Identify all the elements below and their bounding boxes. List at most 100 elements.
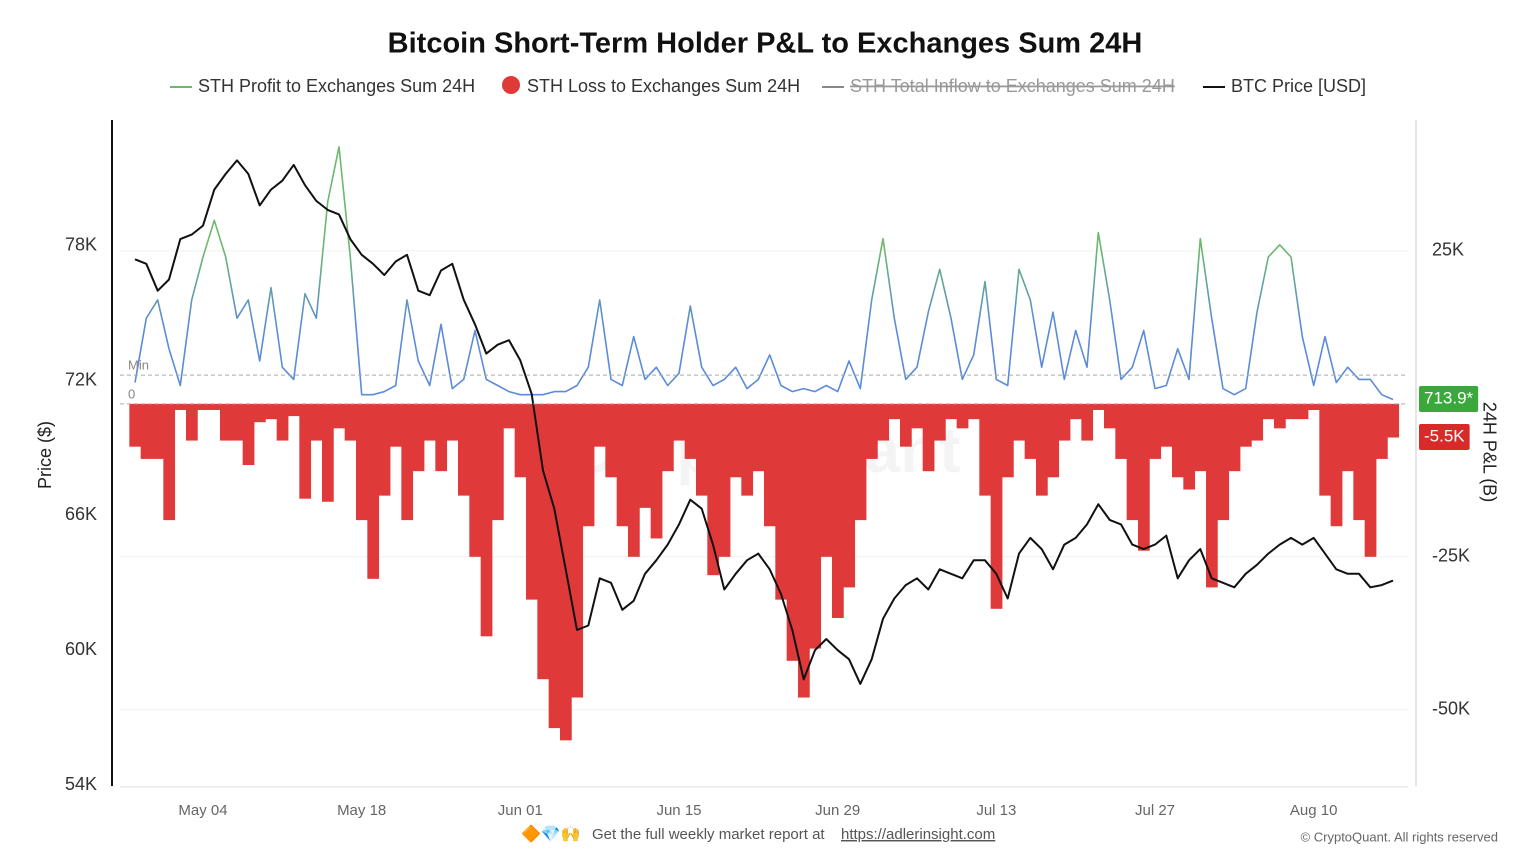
- x-tick-label: Jul 27: [1135, 802, 1175, 819]
- loss-bar: [696, 403, 708, 496]
- y-axis-title: Price ($): [35, 421, 55, 489]
- y-tick-label: 60K: [65, 639, 97, 659]
- loss-bar: [911, 403, 924, 429]
- loss-bar: [1206, 403, 1218, 588]
- loss-bar: [299, 403, 312, 499]
- end-label-box: [1419, 424, 1470, 450]
- loss-bar: [866, 403, 878, 459]
- loss-bar: [163, 403, 176, 521]
- loss-bar: [412, 403, 425, 472]
- loss-bar: [1353, 403, 1366, 521]
- y2-tick-label: -50K: [1432, 699, 1470, 719]
- loss-bar: [186, 403, 198, 441]
- footer-icons: 🔶💎🙌: [521, 824, 581, 843]
- loss-bar: [367, 403, 380, 579]
- legend-swatch: [502, 76, 520, 94]
- footer: 🔶💎🙌 Get the full weekly market report at…: [521, 824, 1498, 844]
- loss-bar: [718, 403, 731, 557]
- loss-bar: [254, 403, 266, 423]
- plot-area: [129, 146, 1400, 741]
- loss-bar: [1296, 403, 1309, 420]
- y2-tick-label: 25K: [1432, 240, 1464, 260]
- x-tick-label: Jun 01: [498, 802, 543, 819]
- loss-bar: [152, 403, 164, 459]
- loss-bar: [435, 403, 448, 472]
- loss-bar: [979, 403, 992, 496]
- loss-bar: [922, 403, 935, 472]
- loss-bar: [1172, 403, 1184, 478]
- end-label-text: 713.9*: [1424, 388, 1474, 407]
- loss-bar: [605, 403, 618, 478]
- end-label: 713.9*: [1419, 386, 1479, 412]
- legend-label[interactable]: STH Profit to Exchanges Sum 24H: [198, 76, 475, 96]
- loss-bar: [1036, 403, 1048, 496]
- loss-bar: [276, 403, 289, 441]
- loss-bar: [990, 403, 1003, 609]
- y2-tick-label: -25K: [1432, 546, 1470, 566]
- loss-bar: [458, 403, 470, 496]
- loss-bar: [424, 403, 436, 441]
- y-tick-label: 78K: [65, 235, 97, 255]
- loss-bar: [1149, 403, 1162, 459]
- loss-bar: [1104, 403, 1116, 429]
- loss-bar: [1070, 403, 1082, 420]
- loss-bar: [571, 403, 584, 698]
- loss-bar: [854, 403, 867, 521]
- loss-bar: [956, 403, 969, 429]
- loss-bar: [1274, 403, 1286, 429]
- loss-bar: [446, 403, 459, 441]
- loss-bar: [548, 403, 561, 729]
- loss-bar: [288, 403, 300, 417]
- loss-bar: [1285, 403, 1298, 420]
- loss-bar: [1319, 403, 1332, 496]
- loss-bar: [639, 403, 652, 508]
- loss-bar: [537, 403, 550, 680]
- loss-bar: [208, 403, 221, 410]
- loss-bar: [662, 403, 674, 472]
- loss-bar: [1330, 403, 1343, 527]
- loss-bar: [650, 403, 663, 539]
- loss-bar: [469, 403, 482, 557]
- loss-bar: [1217, 403, 1230, 521]
- loss-bar: [945, 403, 958, 420]
- legend-label[interactable]: BTC Price [USD]: [1231, 76, 1366, 96]
- loss-bar: [764, 403, 776, 527]
- x-tick-label: May 18: [337, 802, 386, 819]
- profit-line: [134, 146, 1394, 401]
- legend-label[interactable]: STH Loss to Exchanges Sum 24H: [527, 76, 800, 96]
- x-tick-label: Jun 15: [656, 802, 701, 819]
- ref-label: 0: [128, 386, 135, 401]
- loss-bar: [1138, 403, 1150, 551]
- loss-bar: [1262, 403, 1275, 420]
- loss-bar: [968, 403, 980, 420]
- loss-bar: [1002, 403, 1014, 478]
- chart-title: Bitcoin Short-Term Holder P&L to Exchang…: [388, 28, 1143, 60]
- y-tick-label: 66K: [65, 504, 97, 524]
- loss-bar: [356, 403, 368, 521]
- loss-bar: [1058, 403, 1071, 441]
- loss-bar: [322, 403, 334, 502]
- loss-bar: [503, 403, 516, 429]
- footer-link[interactable]: https://adlerinsight.com: [841, 826, 995, 843]
- end-label-text: -5.5K: [1424, 426, 1465, 445]
- loss-bar: [877, 403, 890, 441]
- loss-bar: [820, 403, 833, 557]
- loss-bar: [707, 403, 720, 576]
- loss-bar: [730, 403, 742, 478]
- price-line: [134, 159, 1394, 685]
- legend-label[interactable]: STH Total Inflow to Exchanges Sum 24H: [850, 76, 1175, 96]
- loss-bar: [798, 403, 810, 698]
- loss-bar: [616, 403, 629, 527]
- loss-bar: [594, 403, 606, 447]
- loss-bar: [514, 403, 527, 478]
- loss-bar: [752, 403, 765, 472]
- loss-bar: [741, 403, 754, 496]
- loss-bar: [934, 403, 946, 441]
- loss-bar: [673, 403, 686, 441]
- loss-bar: [174, 403, 187, 410]
- loss-bar: [1240, 403, 1252, 447]
- loss-bar: [480, 403, 493, 637]
- loss-bar: [628, 403, 640, 557]
- copyright: © CryptoQuant. All rights reserved: [1301, 829, 1498, 844]
